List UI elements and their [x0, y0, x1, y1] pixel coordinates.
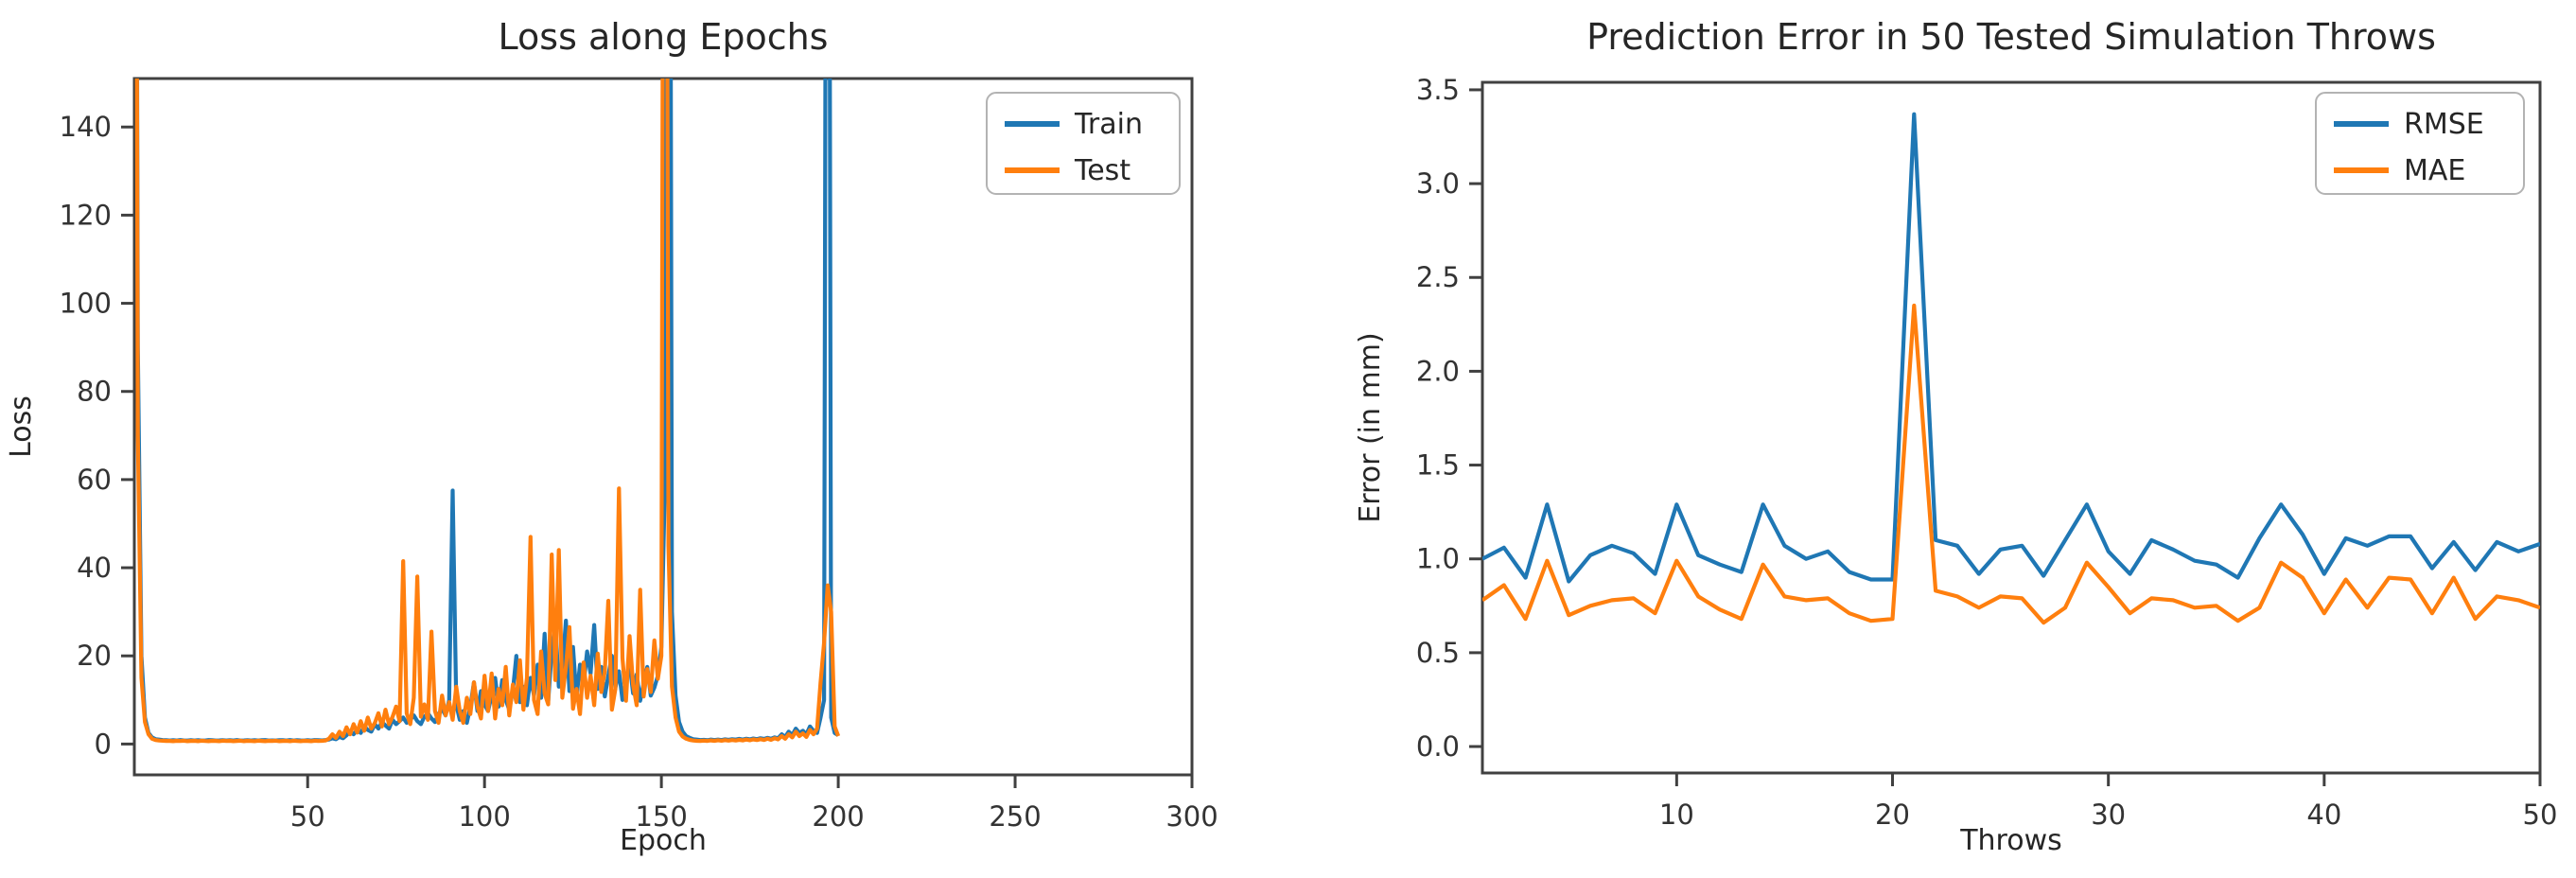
y-tick-label: 1.0 — [1416, 543, 1460, 575]
y-tick-label: 3.5 — [1416, 74, 1460, 106]
error-plot-area: 10 20 30 40 50 0.0 0.5 1.0 1.5 2.0 2.5 3.0 3.5 — [1416, 74, 2558, 831]
y-tick-label: 3.0 — [1416, 167, 1460, 200]
mae-line — [1482, 303, 2540, 625]
error-yaxis-label: Error (in mm) — [1354, 332, 1387, 522]
x-tick-label: 100 — [458, 800, 510, 833]
y-tick-label: 120 — [60, 199, 112, 231]
loss-legend: Train Test — [986, 92, 1181, 195]
y-tick-label: 2.5 — [1416, 261, 1460, 293]
train-line — [134, 79, 840, 743]
y-tick-label: 0.5 — [1416, 637, 1460, 669]
y-tick-label: 2.0 — [1416, 355, 1460, 387]
x-tick-label: 50 — [290, 800, 325, 833]
x-tick-label: 300 — [1165, 800, 1218, 833]
x-tick-label: 20 — [1875, 799, 1910, 831]
train-legend-label: Train — [1074, 108, 1143, 141]
x-tick-label: 200 — [812, 800, 864, 833]
loss-plot-area: 50 100 150 200 250 300 0 20 40 60 80 100 120 140 — [60, 77, 1218, 833]
y-tick-label: 20 — [77, 640, 112, 672]
y-tick-label: 0 — [95, 728, 112, 760]
y-tick-label: 1.5 — [1416, 449, 1460, 482]
y-tick-label: 40 — [77, 552, 112, 584]
test-line — [134, 79, 841, 744]
x-tick-label: 250 — [989, 800, 1041, 833]
x-tick-label: 150 — [635, 800, 687, 833]
x-tick-label: 30 — [2091, 799, 2126, 831]
rmse-legend-label: RMSE — [2404, 108, 2484, 141]
error-chart: 10 20 30 40 50 0.0 0.5 1.0 1.5 2.0 2.5 3.0 3.5 Predi… — [1354, 16, 2557, 857]
y-tick-label: 0.0 — [1416, 730, 1460, 763]
loss-yaxis-label: Loss — [5, 395, 38, 458]
test-legend-label: Test — [1074, 154, 1130, 187]
loss-xaxis-label: Epoch — [620, 824, 707, 857]
x-tick-label: 50 — [2523, 799, 2558, 831]
error-legend: RMSE MAE — [2315, 92, 2525, 195]
rmse-line — [1482, 112, 2540, 584]
loss-chart-title: Loss along Epochs — [499, 16, 829, 58]
mae-legend-label: MAE — [2404, 154, 2465, 187]
axes-frame — [1481, 80, 2542, 775]
error-chart-title: Prediction Error in 50 Tested Simulation… — [1586, 16, 2436, 58]
error-xaxis-label: Throws — [1959, 824, 2062, 857]
loss-chart: 50 100 150 200 250 300 0 20 40 60 80 100 120 140 Loss… — [5, 16, 1218, 857]
x-tick-label: 40 — [2306, 799, 2341, 831]
y-tick-label: 100 — [60, 288, 112, 320]
x-tick-label: 10 — [1659, 799, 1694, 831]
y-tick-label: 80 — [77, 376, 112, 408]
y-tick-label: 60 — [77, 464, 112, 496]
y-tick-label: 140 — [60, 111, 112, 143]
